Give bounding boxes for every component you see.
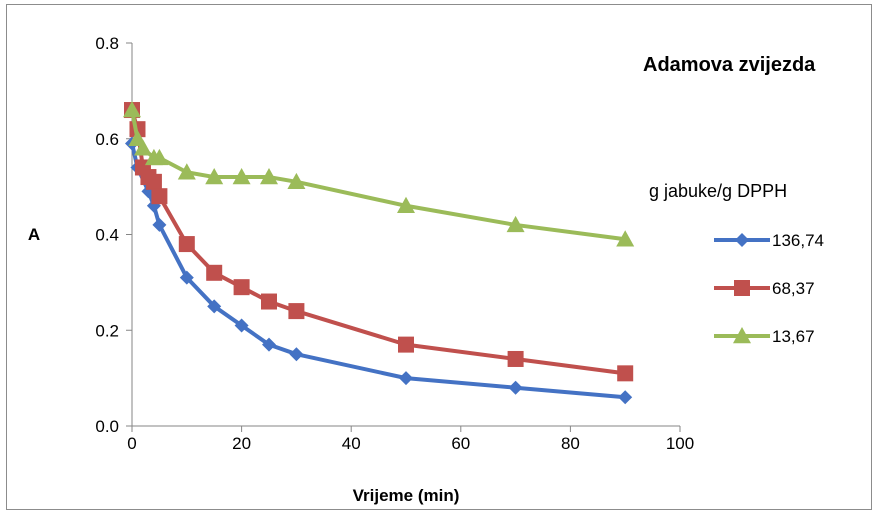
data-point bbox=[399, 371, 413, 386]
series-line bbox=[130, 109, 626, 242]
data-point bbox=[123, 101, 141, 118]
series-line bbox=[130, 109, 626, 376]
data-point bbox=[397, 196, 415, 213]
series-triangle bbox=[123, 101, 635, 247]
data-point bbox=[616, 230, 635, 247]
x-tick-label: 60 bbox=[451, 434, 470, 453]
data-point bbox=[287, 172, 306, 190]
y-tick-label: 0.4 bbox=[95, 226, 119, 245]
data-point bbox=[262, 337, 276, 352]
y-tick-label: 0.0 bbox=[95, 417, 119, 436]
plot-area bbox=[123, 101, 635, 405]
legend-swatch-marker bbox=[735, 233, 749, 247]
legend-label: 13,67 bbox=[772, 327, 815, 346]
y-tick-label: 0.6 bbox=[95, 130, 119, 149]
data-point bbox=[232, 168, 251, 185]
series-line bbox=[130, 143, 626, 400]
x-tick-label: 0 bbox=[127, 434, 136, 453]
y-tick-label: 0.8 bbox=[95, 34, 119, 53]
data-point bbox=[205, 168, 224, 185]
data-point bbox=[617, 365, 634, 382]
legend-entry: 68,37 bbox=[714, 279, 815, 298]
data-point bbox=[260, 168, 278, 185]
data-point bbox=[234, 318, 249, 333]
y-axis-label: A bbox=[28, 225, 40, 244]
data-point bbox=[261, 293, 277, 310]
x-axis-label: Vrijeme (min) bbox=[353, 486, 460, 505]
legend-label: 136,74 bbox=[772, 231, 824, 250]
data-point bbox=[133, 139, 152, 156]
data-point bbox=[145, 173, 162, 190]
y-tick-label: 0.2 bbox=[95, 321, 119, 340]
legend-label: 68,37 bbox=[772, 279, 815, 298]
legend-title: g jabuke/g DPPH bbox=[649, 181, 787, 201]
legend-entry: 13,67 bbox=[714, 327, 815, 346]
data-point bbox=[150, 148, 169, 166]
data-point bbox=[178, 236, 195, 253]
legend: g jabuke/g DPPH 136,74 68,37 13,67 bbox=[649, 181, 824, 346]
x-tick-label: 80 bbox=[561, 434, 580, 453]
x-tick-label: 100 bbox=[666, 434, 694, 453]
data-point bbox=[288, 303, 305, 320]
chart-title: Adamova zvijezda bbox=[643, 54, 816, 76]
data-point bbox=[618, 390, 633, 405]
legend-swatch-marker bbox=[734, 280, 750, 296]
tick-labels: 0 20 40 60 80 100 0.0 0.2 0.4 0.6 0.8 bbox=[95, 34, 694, 453]
data-point bbox=[207, 299, 222, 314]
x-tick-label: 40 bbox=[342, 434, 361, 453]
data-point bbox=[152, 217, 167, 232]
data-point bbox=[206, 264, 223, 281]
series-square bbox=[124, 102, 634, 382]
data-point bbox=[506, 215, 525, 233]
data-point bbox=[508, 380, 523, 395]
data-point bbox=[398, 336, 414, 353]
data-point bbox=[233, 279, 250, 296]
data-point bbox=[151, 188, 168, 205]
data-point bbox=[179, 270, 194, 285]
legend-entry: 136,74 bbox=[714, 231, 824, 250]
x-tick-label: 20 bbox=[232, 434, 251, 453]
legend-swatch-marker bbox=[733, 327, 751, 344]
data-point bbox=[177, 163, 196, 180]
data-point bbox=[289, 347, 304, 362]
data-point bbox=[507, 350, 524, 367]
